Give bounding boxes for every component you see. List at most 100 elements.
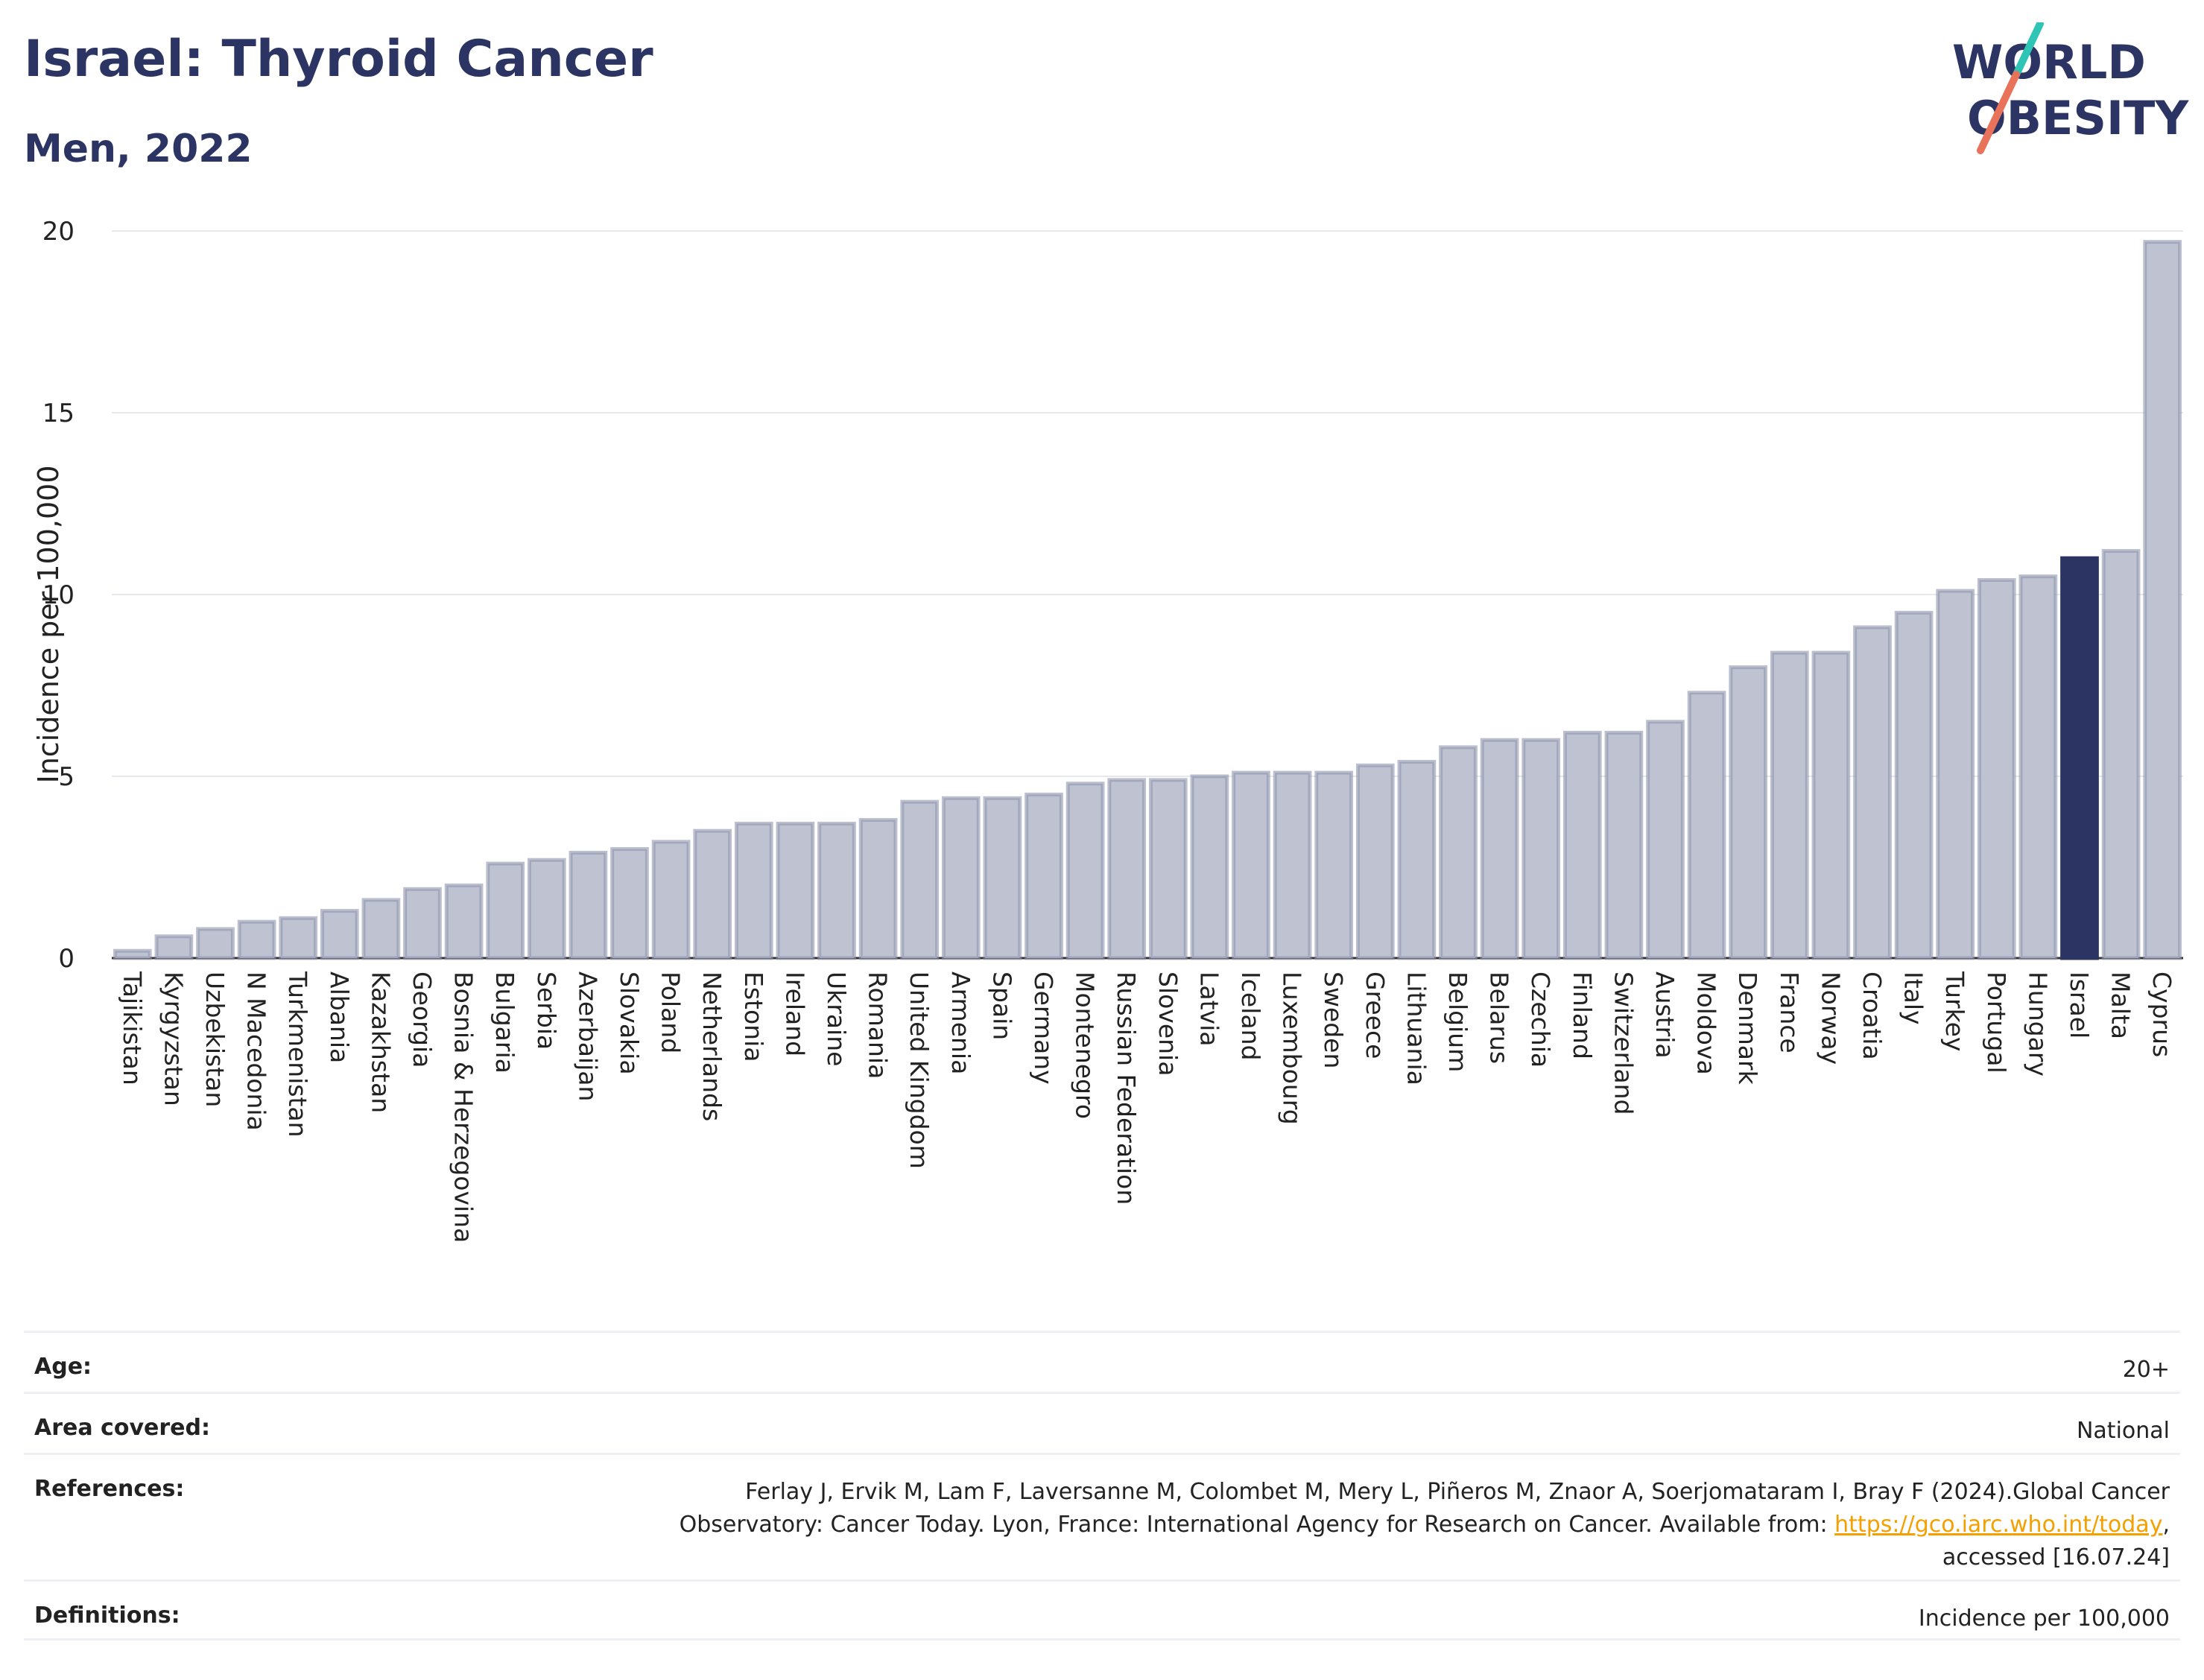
x-tick-label: Montenegro xyxy=(1071,971,1100,1119)
x-tick-label: Estonia xyxy=(739,971,768,1062)
bar-tajikistan xyxy=(113,948,152,960)
x-tick-label: Kyrgyzstan xyxy=(159,971,188,1106)
bar-greece xyxy=(1355,763,1395,960)
bar-malta xyxy=(2101,548,2141,960)
x-tick-label: Malta xyxy=(2106,971,2135,1039)
x-tick-label: Belarus xyxy=(1485,971,1514,1064)
x-tick-label: Israel xyxy=(2065,971,2094,1039)
bar-czechia xyxy=(1521,738,1561,960)
x-tick-label: Spain xyxy=(987,971,1016,1040)
x-tick-label: Netherlands xyxy=(697,971,726,1121)
bar-germany xyxy=(1025,792,1063,960)
x-tick-label: Ireland xyxy=(780,971,809,1056)
bar-switzerland xyxy=(1604,730,1644,960)
x-tick-label: Romania xyxy=(864,971,893,1079)
bar-united-kingdom xyxy=(900,799,940,960)
info-row-references: References: Ferlay J, Ervik M, Lam F, La… xyxy=(24,1453,2180,1579)
bar-azerbaijan xyxy=(569,850,608,960)
y-tick-label: 20 xyxy=(42,217,75,247)
reference-line-1: Ferlay J, Ervik M, Lam F, Laversanne M, … xyxy=(745,1479,2170,1505)
y-tick-label: 15 xyxy=(42,399,75,428)
x-tick-label: Bulgaria xyxy=(490,971,519,1074)
bar-slovakia xyxy=(610,847,649,960)
bar-turkey xyxy=(1936,589,1975,960)
x-tick-label: Ukraine xyxy=(822,971,851,1066)
info-row-age: Age: 20+ xyxy=(24,1331,2180,1392)
bar-montenegro xyxy=(1065,782,1105,960)
bar-kazakhstan xyxy=(361,898,401,960)
bar-bosnia-herzegovina xyxy=(444,883,484,960)
x-tick-label: Russian Federation xyxy=(1112,971,1141,1205)
x-tick-label: Latvia xyxy=(1194,971,1223,1046)
bar-slovenia xyxy=(1148,778,1188,960)
x-tick-label: Hungary xyxy=(2023,971,2052,1077)
bar-netherlands xyxy=(693,828,732,960)
logo-slash-teal xyxy=(2013,22,2044,78)
x-tick-label: Croatia xyxy=(1858,971,1887,1060)
bar-russian-federation xyxy=(1107,778,1147,960)
bar-latvia xyxy=(1190,774,1229,960)
definitions-value: Incidence per 100,000 xyxy=(1918,1605,2170,1632)
bar-hungary xyxy=(2018,574,2058,960)
x-tick-label: United Kingdom xyxy=(905,971,934,1169)
bar-norway xyxy=(1811,650,1851,960)
info-row-area: Area covered: National xyxy=(24,1392,2180,1453)
x-tick-label: Iceland xyxy=(1236,971,1265,1060)
x-tick-label: N Macedonia xyxy=(242,971,271,1131)
bar-luxembourg xyxy=(1273,770,1312,960)
x-tick-labels: Tajikistan Kyrgyzstan Uzbekistan N Macedoni… xyxy=(118,971,2176,1243)
x-tick-label: Germany xyxy=(1029,971,1058,1085)
bar-denmark xyxy=(1729,665,1768,960)
x-tick-label: Kazakhstan xyxy=(366,971,395,1113)
x-tick-label: Norway xyxy=(1816,971,1845,1065)
references-label: References: xyxy=(34,1476,185,1502)
logo-slash-coral xyxy=(1977,71,2020,154)
age-label: Age: xyxy=(34,1354,92,1380)
bar-portugal xyxy=(1977,577,2016,960)
x-tick-label: Azerbaijan xyxy=(573,971,602,1101)
x-tick-label: Tajikistan xyxy=(118,971,147,1085)
bar-italy xyxy=(1894,610,1934,960)
x-tick-label: Georgia xyxy=(408,971,437,1068)
bar-austria xyxy=(1646,720,1685,960)
x-tick-label: Turkey xyxy=(1940,971,1969,1051)
x-tick-label: France xyxy=(1775,971,1804,1053)
reference-line-2: Observatory: Cancer Today. Lyon, France:… xyxy=(679,1512,1835,1538)
y-tick-labels: 0 5 10 15 20 xyxy=(42,217,75,974)
bar-uzbekistan xyxy=(196,927,235,960)
chart-title: Israel: Thyroid Cancer xyxy=(24,30,653,89)
bar-estonia xyxy=(734,821,773,960)
y-tick-label: 5 xyxy=(58,762,75,792)
references-value: Ferlay J, Ervik M, Lam F, Laversanne M, … xyxy=(680,1476,2170,1574)
bar-lithuania xyxy=(1397,759,1437,960)
x-tick-label: Serbia xyxy=(532,971,561,1050)
x-tick-label: Belgium xyxy=(1443,971,1472,1072)
x-tick-label: Finland xyxy=(1568,971,1597,1059)
bar-turkmenistan xyxy=(279,916,318,960)
y-tick-label: 0 xyxy=(58,944,75,974)
bar-finland xyxy=(1562,730,1602,960)
x-tick-label: Armenia xyxy=(946,971,975,1074)
bar-iceland xyxy=(1232,770,1270,960)
area-label: Area covered: xyxy=(34,1415,210,1441)
bar-albania xyxy=(320,909,359,960)
x-tick-label: Luxembourg xyxy=(1278,971,1307,1125)
x-tick-label: Lithuania xyxy=(1402,971,1431,1085)
x-tick-label: Cyprus xyxy=(2147,971,2176,1057)
x-tick-label: Portugal xyxy=(1982,971,2011,1074)
info-table: Age: 20+ Area covered: National Referenc… xyxy=(24,1331,2180,1641)
x-tick-label: Italy xyxy=(1899,971,1928,1025)
bar-poland xyxy=(651,840,691,960)
x-tick-label: Albania xyxy=(325,971,354,1063)
reference-link[interactable]: https://gco.iarc.who.int/today xyxy=(1834,1512,2163,1538)
bar-moldova xyxy=(1687,691,1726,960)
bar-belarus xyxy=(1480,738,1519,960)
age-value: 20+ xyxy=(2122,1357,2170,1383)
bar-romania xyxy=(858,818,898,960)
bar-croatia xyxy=(1853,625,1892,960)
x-tick-label: Denmark xyxy=(1733,971,1762,1085)
bar-kyrgyzstan xyxy=(154,934,194,960)
bar-belgium xyxy=(1439,745,1478,960)
y-tick-label: 10 xyxy=(42,580,75,610)
logo-line1: WORLD xyxy=(1952,35,2146,89)
